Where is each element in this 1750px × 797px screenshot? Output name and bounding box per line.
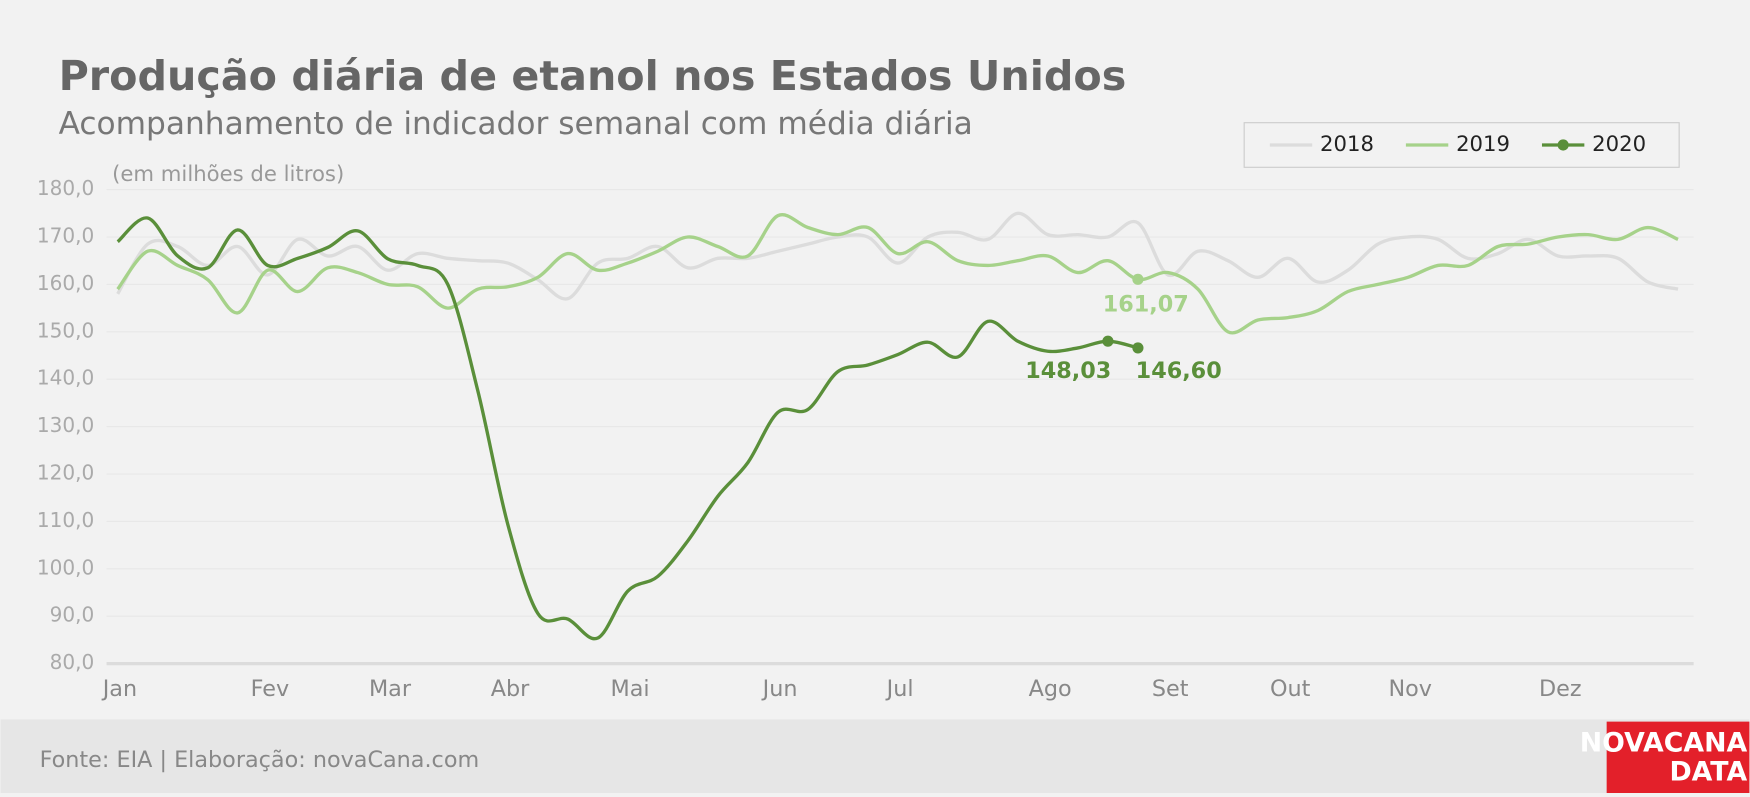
y-tick-label: 110,0: [37, 508, 94, 532]
y-tick-label: 90,0: [50, 603, 95, 627]
logo: DATA: [1669, 756, 1747, 787]
x-tick-label: Nov: [1388, 676, 1432, 702]
legend-marker: [1557, 139, 1569, 151]
y-tick-label: 170,0: [37, 224, 94, 248]
chart-title: Produção diária de etanol nos Estados Un…: [59, 52, 1127, 100]
x-tick-label: Jan: [101, 676, 137, 702]
logo-box: [1606, 721, 1750, 793]
x-tick-label: Abr: [491, 676, 530, 702]
data-label: 161,07: [1103, 291, 1189, 317]
y-tick-label: 140,0: [37, 366, 94, 390]
point-marker: [1102, 335, 1114, 347]
x-tick-label: Jun: [761, 676, 798, 702]
legend-label: 2019: [1456, 131, 1510, 156]
x-tick-label: Jul: [885, 676, 914, 702]
y-axis-label: (em milhões de litros): [112, 161, 344, 186]
legend-label: 2020: [1592, 131, 1646, 156]
series-line: [116, 216, 1139, 641]
x-tick-label: Out: [1270, 676, 1311, 702]
point-marker: [1132, 342, 1144, 354]
y-tick-label: 180,0: [37, 176, 94, 200]
y-tick-label: 120,0: [37, 461, 94, 485]
y-tick-label: 160,0: [37, 271, 94, 295]
y-tick-label: 150,0: [37, 318, 94, 342]
x-tick-label: Fev: [251, 676, 290, 702]
logo: NOVACANA: [1580, 727, 1748, 758]
x-tick-label: Set: [1152, 676, 1189, 702]
series-line: [116, 211, 1679, 301]
legend-label: 2018: [1320, 131, 1374, 156]
data-label: 148,03: [1025, 358, 1111, 384]
x-tick-label: Ago: [1029, 676, 1072, 702]
point-marker: [1132, 273, 1144, 285]
y-tick-label: 80,0: [50, 650, 95, 674]
source: Fonte: EIA | Elaboração: novaCana.com: [40, 747, 480, 773]
y-tick-label: 130,0: [37, 413, 94, 437]
x-tick-label: Mar: [369, 676, 412, 702]
legend-box: [1243, 122, 1680, 168]
x-tick-label: Dez: [1539, 676, 1582, 702]
y-tick-label: 100,0: [37, 555, 94, 579]
series-line: [116, 213, 1679, 335]
chart-subtitle: Acompanhamento de indicador semanal com …: [59, 106, 973, 142]
x-tick-label: Mai: [610, 676, 649, 702]
data-label: 146,60: [1136, 358, 1222, 384]
footer: [0, 719, 1750, 793]
